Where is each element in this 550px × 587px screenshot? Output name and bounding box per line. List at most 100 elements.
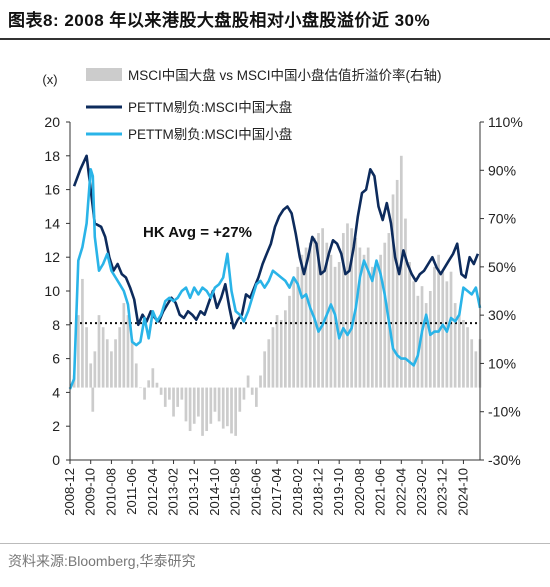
left-axis-unit: (x) xyxy=(42,72,57,87)
legend-swatch-premium xyxy=(86,68,122,81)
x-tick-label: 2023-02 xyxy=(414,468,429,516)
premium-bar xyxy=(292,278,295,388)
x-tick-label: 2012-04 xyxy=(145,468,160,516)
premium-bar xyxy=(246,375,250,388)
premium-bar xyxy=(288,295,291,388)
source-rule xyxy=(0,543,550,544)
x-tick-label: 2013-02 xyxy=(166,468,181,516)
premium-bar xyxy=(300,254,304,388)
premium-bar xyxy=(317,233,320,388)
premium-bar xyxy=(470,339,474,388)
x-tick-label: 2016-06 xyxy=(248,468,263,516)
premium-bar xyxy=(151,368,155,388)
left-tick-label: 18 xyxy=(44,148,60,164)
premium-bar xyxy=(350,228,353,388)
premium-bar xyxy=(180,387,184,400)
premium-bar xyxy=(308,242,312,388)
x-tick-label: 2023-12 xyxy=(435,468,450,516)
premium-bar xyxy=(192,387,196,424)
x-tick-label: 2020-08 xyxy=(352,468,367,516)
premium-bar xyxy=(296,266,300,388)
left-tick-label: 6 xyxy=(52,351,60,367)
premium-bar xyxy=(89,363,93,388)
premium-bar xyxy=(341,233,345,388)
premium-bar xyxy=(143,387,146,400)
premium-bar xyxy=(387,233,391,388)
premium-bar xyxy=(329,254,333,388)
x-tick-label: 2010-08 xyxy=(103,468,118,516)
premium-bar xyxy=(379,254,382,388)
premium-bar xyxy=(466,327,469,388)
right-tick-label: -10% xyxy=(488,404,521,420)
legend-label-small: PETTM剔负:MSCI中国小盘 xyxy=(128,126,292,142)
premium-bar xyxy=(85,327,88,388)
premium-bar xyxy=(304,247,308,388)
premium-bar xyxy=(321,228,324,388)
premium-bar xyxy=(312,237,316,388)
premium-bar xyxy=(412,281,416,388)
premium-bar xyxy=(139,387,142,389)
premium-bar xyxy=(118,327,122,388)
left-tick-label: 20 xyxy=(44,114,60,130)
right-tick-label: 10% xyxy=(488,355,516,371)
premium-bar xyxy=(391,194,395,388)
premium-bar xyxy=(462,319,465,388)
left-tick-label: 12 xyxy=(44,249,60,265)
premium-bar xyxy=(155,382,159,388)
premium-bar xyxy=(234,387,238,436)
left-tick-label: 4 xyxy=(52,384,60,400)
small-cap-pe-line xyxy=(68,168,482,390)
premium-bar xyxy=(76,315,80,388)
premium-bar xyxy=(197,387,200,417)
premium-bar xyxy=(441,271,445,388)
premium-bar xyxy=(457,315,461,388)
premium-bar xyxy=(395,179,399,388)
premium-bar xyxy=(250,387,254,395)
right-tick-label: 90% xyxy=(488,162,516,178)
premium-bar xyxy=(255,387,258,407)
left-tick-label: 0 xyxy=(52,452,60,468)
premium-bar xyxy=(279,319,283,388)
premium-bar xyxy=(271,327,275,388)
premium-bar xyxy=(362,254,366,388)
premium-bar xyxy=(474,351,478,388)
premium-bar xyxy=(217,387,221,422)
premium-bar xyxy=(184,387,188,422)
premium-bar xyxy=(383,242,387,388)
source-note: 资料来源:Bloomberg,华泰研究 xyxy=(8,553,196,569)
premium-bar xyxy=(399,155,403,388)
x-tick-label: 2021-06 xyxy=(373,468,388,516)
premium-bar xyxy=(209,387,213,424)
premium-bar xyxy=(176,387,180,407)
x-tick-label: 2009-10 xyxy=(83,468,98,516)
legend-label-large: PETTM剔负:MSCI中国大盘 xyxy=(128,99,292,115)
premium-bar xyxy=(114,339,117,388)
figure-title: 图表8: 2008 年以来港股大盘股相对小盘股溢价近 30% xyxy=(8,11,431,30)
premium-bar xyxy=(259,375,262,388)
premium-bar xyxy=(358,247,362,388)
premium-bar xyxy=(172,387,175,417)
premium-bar xyxy=(408,262,411,388)
premium-bar xyxy=(188,387,192,432)
premium-bar xyxy=(226,387,229,427)
premium-bar xyxy=(333,266,337,388)
premium-bar xyxy=(284,310,287,388)
premium-bar xyxy=(201,387,204,436)
premium-bar xyxy=(221,387,225,429)
title-rule xyxy=(0,38,550,40)
premium-bar xyxy=(97,315,101,388)
premium-bar xyxy=(110,351,113,388)
right-tick-label: 70% xyxy=(488,211,516,227)
x-tick-label: 2018-02 xyxy=(290,468,305,516)
premium-bar xyxy=(346,223,349,388)
premium-bar xyxy=(126,315,130,388)
premium-bar xyxy=(275,315,279,388)
premium-bar xyxy=(370,266,374,388)
premium-bar xyxy=(168,387,171,400)
premium-bar xyxy=(404,218,407,388)
premium-bar xyxy=(366,247,370,388)
premium-bar xyxy=(213,387,217,412)
premium-bar xyxy=(147,380,151,388)
left-tick-label: 10 xyxy=(44,283,60,299)
premium-bar xyxy=(263,351,266,388)
